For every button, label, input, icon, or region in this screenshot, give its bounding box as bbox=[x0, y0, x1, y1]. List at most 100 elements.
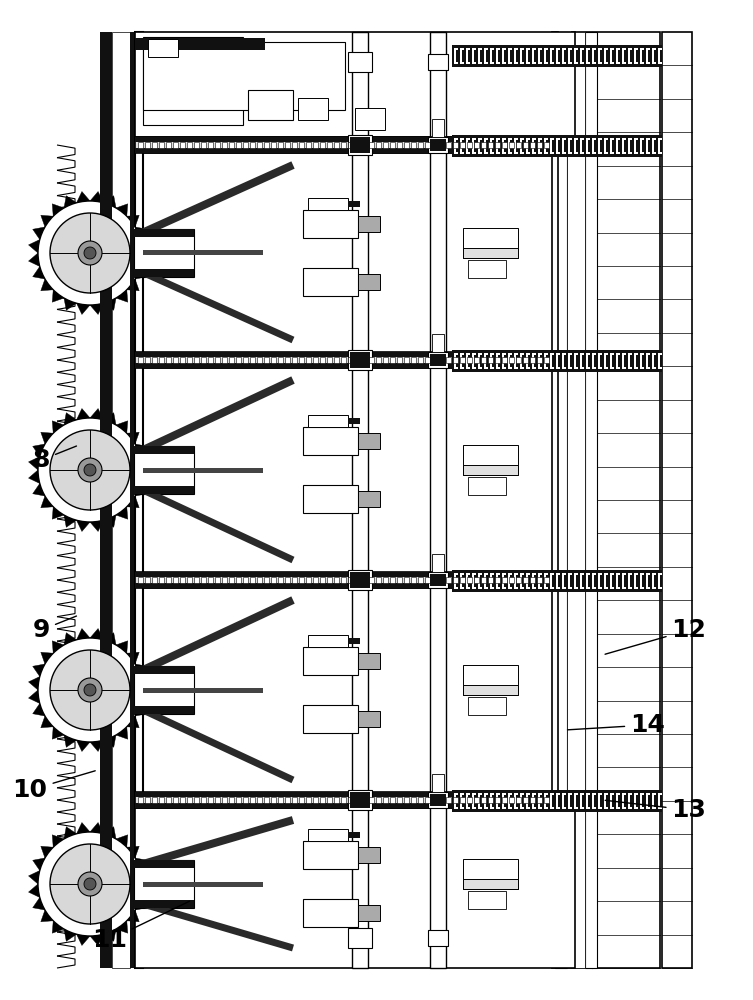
Bar bbox=[327, 357, 332, 363]
Bar bbox=[439, 577, 444, 583]
Bar bbox=[467, 142, 472, 148]
FancyArrow shape bbox=[143, 468, 263, 473]
Bar bbox=[278, 357, 283, 363]
Bar bbox=[612, 140, 614, 152]
Bar bbox=[299, 797, 304, 803]
Bar bbox=[616, 573, 620, 589]
Bar bbox=[568, 138, 572, 154]
Bar bbox=[534, 140, 536, 152]
Bar bbox=[463, 465, 518, 475]
Bar bbox=[646, 138, 650, 154]
Bar bbox=[404, 357, 409, 363]
Bar bbox=[546, 355, 548, 367]
Bar bbox=[530, 357, 535, 363]
Bar bbox=[488, 357, 493, 363]
Bar bbox=[580, 793, 584, 809]
Bar bbox=[141, 588, 552, 792]
Bar bbox=[468, 575, 470, 587]
Bar bbox=[556, 138, 560, 154]
Bar bbox=[540, 795, 542, 807]
Bar bbox=[550, 353, 554, 369]
Bar bbox=[303, 485, 358, 513]
Bar bbox=[502, 142, 507, 148]
Bar bbox=[306, 357, 311, 363]
Bar bbox=[472, 48, 476, 64]
Bar bbox=[622, 353, 626, 369]
Bar bbox=[502, 353, 506, 369]
Polygon shape bbox=[32, 444, 45, 457]
Bar bbox=[592, 48, 596, 64]
Polygon shape bbox=[41, 846, 53, 858]
Bar bbox=[430, 139, 446, 151]
Bar bbox=[538, 793, 542, 809]
Bar bbox=[411, 357, 416, 363]
Bar bbox=[640, 353, 644, 369]
Bar bbox=[285, 797, 290, 803]
Polygon shape bbox=[116, 507, 128, 519]
Bar bbox=[135, 38, 265, 50]
Bar bbox=[303, 267, 358, 296]
Bar bbox=[530, 142, 535, 148]
Polygon shape bbox=[77, 303, 90, 314]
Circle shape bbox=[78, 458, 102, 482]
Bar bbox=[462, 795, 464, 807]
Bar bbox=[463, 859, 518, 889]
Bar bbox=[630, 50, 632, 62]
Bar bbox=[454, 48, 458, 64]
Bar bbox=[474, 575, 476, 587]
Bar bbox=[550, 793, 554, 809]
Bar bbox=[285, 357, 290, 363]
Bar bbox=[484, 573, 488, 589]
Bar bbox=[658, 573, 662, 589]
Bar bbox=[618, 355, 620, 367]
Bar bbox=[570, 575, 572, 587]
Bar bbox=[598, 793, 602, 809]
Bar bbox=[481, 142, 486, 148]
Bar bbox=[418, 357, 423, 363]
Bar bbox=[622, 793, 626, 809]
Bar bbox=[180, 577, 185, 583]
Bar bbox=[658, 353, 662, 369]
Circle shape bbox=[84, 878, 96, 890]
Polygon shape bbox=[90, 520, 103, 531]
Polygon shape bbox=[41, 432, 53, 444]
Polygon shape bbox=[103, 413, 116, 425]
Bar bbox=[134, 446, 194, 494]
Bar bbox=[564, 795, 566, 807]
Bar bbox=[278, 577, 283, 583]
Bar bbox=[530, 797, 535, 803]
Bar bbox=[509, 577, 514, 583]
Bar bbox=[648, 140, 650, 152]
Bar bbox=[236, 357, 241, 363]
Bar bbox=[463, 445, 518, 475]
Bar bbox=[526, 138, 530, 154]
Bar bbox=[568, 48, 572, 64]
Polygon shape bbox=[135, 703, 148, 716]
Bar bbox=[480, 355, 482, 367]
Bar bbox=[555, 32, 567, 968]
Bar bbox=[616, 48, 620, 64]
Bar bbox=[646, 573, 650, 589]
Bar bbox=[528, 50, 530, 62]
Bar bbox=[480, 795, 482, 807]
Bar bbox=[556, 793, 560, 809]
Polygon shape bbox=[90, 409, 103, 420]
Bar bbox=[173, 797, 178, 803]
Bar bbox=[376, 357, 381, 363]
Polygon shape bbox=[77, 192, 90, 203]
Bar bbox=[350, 352, 370, 368]
Polygon shape bbox=[140, 677, 151, 690]
Bar bbox=[498, 50, 500, 62]
Bar bbox=[358, 905, 380, 921]
Bar bbox=[229, 797, 234, 803]
Bar bbox=[481, 797, 486, 803]
Bar bbox=[474, 797, 479, 803]
Bar bbox=[495, 357, 500, 363]
Bar bbox=[166, 577, 171, 583]
Bar bbox=[562, 353, 566, 369]
Bar bbox=[148, 39, 178, 57]
Bar bbox=[564, 140, 566, 152]
Bar bbox=[580, 573, 584, 589]
Bar bbox=[472, 573, 476, 589]
Bar bbox=[580, 353, 584, 369]
